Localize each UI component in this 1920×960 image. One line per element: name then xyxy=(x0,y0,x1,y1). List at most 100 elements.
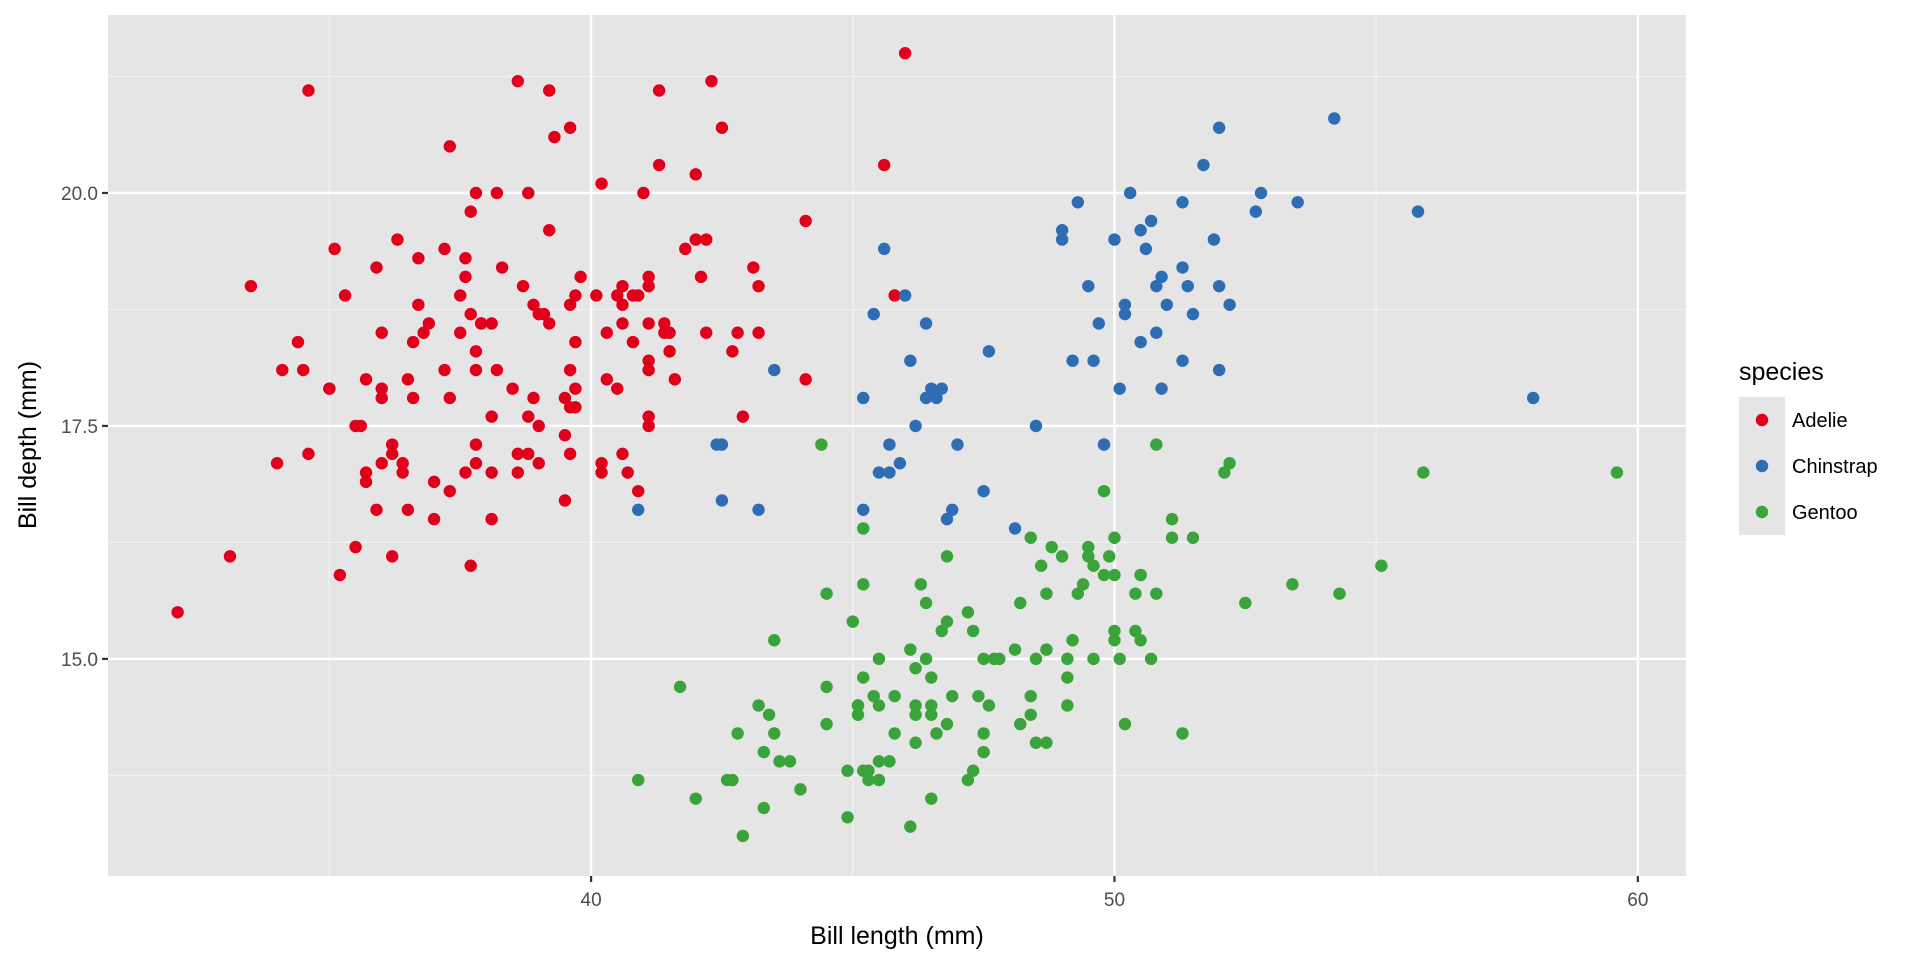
legend-key-icon xyxy=(1755,459,1769,473)
data-point xyxy=(762,708,776,721)
data-point xyxy=(1155,382,1168,395)
data-point xyxy=(469,345,483,358)
data-point xyxy=(925,699,938,712)
data-point xyxy=(987,652,1001,666)
data-point xyxy=(919,652,933,666)
legend-title: species xyxy=(1739,358,1824,386)
data-point xyxy=(1249,205,1262,218)
data-point xyxy=(747,261,760,274)
data-point xyxy=(1176,196,1189,209)
data-point xyxy=(1055,233,1069,246)
data-point xyxy=(909,662,922,675)
data-point xyxy=(1113,652,1126,666)
data-point xyxy=(820,680,833,694)
data-point xyxy=(1239,596,1252,610)
legend-entry-gentoo: Gentoo xyxy=(1755,502,1858,524)
data-point xyxy=(642,354,655,367)
data-point xyxy=(1176,727,1189,740)
data-point xyxy=(1328,112,1341,125)
data-point xyxy=(631,503,645,516)
data-point xyxy=(1176,354,1189,367)
data-point xyxy=(919,596,933,610)
data-point xyxy=(595,466,608,479)
data-point xyxy=(642,317,655,330)
data-point xyxy=(511,74,525,88)
data-point xyxy=(642,270,655,284)
data-point xyxy=(1150,279,1163,293)
data-point xyxy=(443,140,456,153)
plot-panel xyxy=(108,15,1686,876)
data-point xyxy=(511,466,525,479)
data-point xyxy=(857,764,870,777)
data-point xyxy=(1061,652,1074,666)
data-point xyxy=(302,447,315,461)
data-point xyxy=(940,550,954,563)
data-point xyxy=(1165,531,1179,544)
data-point xyxy=(1333,587,1346,600)
data-point xyxy=(375,391,388,405)
data-point xyxy=(490,186,504,200)
data-point xyxy=(1034,559,1048,572)
data-point xyxy=(563,298,577,311)
data-point xyxy=(820,717,833,731)
data-point xyxy=(1417,466,1430,479)
data-point xyxy=(951,438,964,451)
data-point xyxy=(919,391,933,405)
data-point xyxy=(925,792,938,805)
data-point xyxy=(495,261,509,274)
data-point xyxy=(883,755,896,768)
data-point xyxy=(1134,634,1147,647)
minor-gridlines xyxy=(108,15,1686,876)
data-point xyxy=(694,270,708,284)
data-point xyxy=(569,382,582,395)
data-point xyxy=(485,512,498,526)
x-tick-label: 50 xyxy=(1104,890,1125,911)
data-point xyxy=(961,606,975,619)
data-point xyxy=(768,727,781,740)
data-point xyxy=(841,764,854,777)
data-point xyxy=(302,84,315,97)
data-point xyxy=(385,438,399,451)
data-point xyxy=(1150,326,1163,339)
data-point xyxy=(867,307,880,321)
data-point xyxy=(940,717,954,731)
data-point xyxy=(1029,652,1043,666)
data-point xyxy=(857,578,870,591)
data-point xyxy=(946,503,959,516)
data-point xyxy=(1212,279,1226,293)
data-point xyxy=(563,363,577,377)
data-point xyxy=(1076,578,1090,591)
data-point xyxy=(412,298,425,311)
data-point xyxy=(459,252,472,265)
data-point xyxy=(375,457,388,470)
data-point xyxy=(1071,196,1085,209)
data-point xyxy=(851,699,865,712)
data-point xyxy=(1029,736,1043,749)
legend-key-icon xyxy=(1755,413,1769,427)
series-gentoo xyxy=(631,438,1624,843)
data-point xyxy=(783,755,797,768)
x-axis: 40 50 60 xyxy=(581,876,1648,911)
data-point xyxy=(1040,736,1053,749)
data-point xyxy=(872,773,886,787)
data-point xyxy=(1066,354,1079,367)
data-point xyxy=(621,466,634,479)
data-point xyxy=(1186,307,1200,321)
data-point xyxy=(569,289,582,302)
data-point xyxy=(872,466,886,479)
data-point xyxy=(1061,671,1074,684)
data-point xyxy=(904,820,917,833)
data-point xyxy=(909,736,922,749)
data-point xyxy=(454,289,467,302)
data-point xyxy=(773,755,786,768)
data-point xyxy=(982,699,996,712)
data-point xyxy=(464,559,477,572)
data-point xyxy=(574,270,587,284)
data-point xyxy=(679,242,692,256)
data-point xyxy=(1071,587,1085,600)
data-point xyxy=(359,475,373,489)
data-point xyxy=(443,391,456,405)
data-point xyxy=(1014,596,1027,610)
data-point xyxy=(1212,121,1226,134)
data-point xyxy=(438,242,451,256)
